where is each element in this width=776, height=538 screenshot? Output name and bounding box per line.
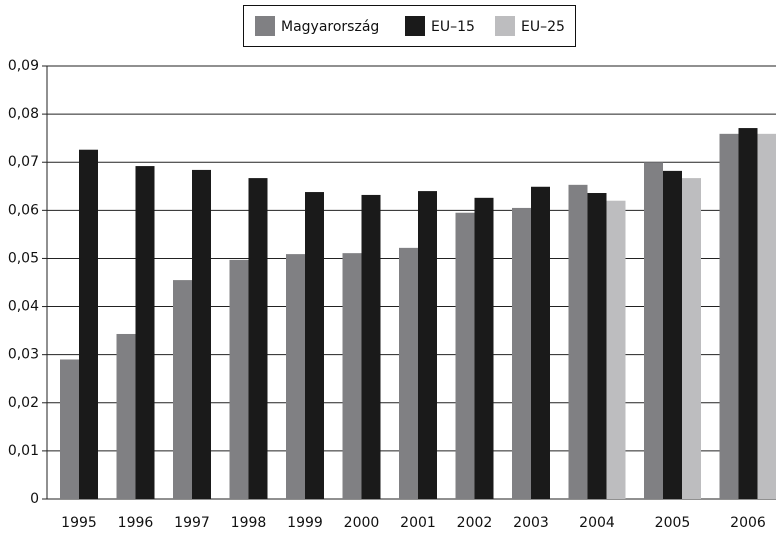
x-tick-label: 1998 <box>231 515 267 531</box>
x-tick-label: 2005 <box>655 515 691 531</box>
y-tick-label: 0,01 <box>8 443 39 459</box>
bar <box>60 359 79 499</box>
x-tick-label: 2006 <box>730 515 766 531</box>
bar <box>230 260 249 499</box>
x-tick-label: 1996 <box>118 515 154 531</box>
x-tick-label: 2004 <box>579 515 615 531</box>
bar <box>569 185 588 499</box>
legend-swatch <box>405 16 425 36</box>
x-tick-label: 1995 <box>61 515 97 531</box>
bar <box>644 162 663 499</box>
bar <box>418 191 437 499</box>
x-tick-label: 2003 <box>513 515 549 531</box>
x-tick-label: 2001 <box>400 515 436 531</box>
y-tick-label: 0 <box>30 491 39 507</box>
y-tick-label: 0,07 <box>8 154 39 170</box>
bar <box>192 170 211 499</box>
x-tick-label: 1999 <box>287 515 323 531</box>
y-tick-label: 0,05 <box>8 250 39 266</box>
bar <box>286 254 305 499</box>
bar <box>588 193 607 499</box>
x-tick-label: 2002 <box>457 515 493 531</box>
y-tick-label: 0,09 <box>8 58 39 74</box>
legend-swatch <box>255 16 275 36</box>
y-tick-label: 0,08 <box>8 106 39 122</box>
bar <box>79 150 98 499</box>
legend-label: Magyarország <box>281 19 379 35</box>
bar <box>173 280 192 499</box>
bar <box>682 178 701 499</box>
bar <box>739 128 758 499</box>
y-tick-label: 0,03 <box>8 347 39 363</box>
legend-label: EU–25 <box>521 19 565 35</box>
bar <box>305 192 324 499</box>
bar <box>607 201 626 499</box>
bar <box>663 171 682 499</box>
bar <box>343 253 362 499</box>
bar <box>136 166 155 499</box>
bar <box>399 248 418 499</box>
y-tick-label: 0,04 <box>8 299 39 315</box>
x-tick-label: 2000 <box>344 515 380 531</box>
bar <box>531 187 550 499</box>
bar <box>117 334 136 499</box>
x-tick-label: 1997 <box>174 515 210 531</box>
bar <box>720 134 739 499</box>
bar <box>475 198 494 499</box>
y-tick-label: 0,02 <box>8 395 39 411</box>
bar <box>456 213 475 499</box>
bar <box>362 195 381 499</box>
legend-label: EU–15 <box>431 19 475 35</box>
bar <box>758 134 776 499</box>
y-tick-label: 0,06 <box>8 202 39 218</box>
legend-swatch <box>495 16 515 36</box>
bar <box>512 208 531 499</box>
bar <box>249 178 268 499</box>
